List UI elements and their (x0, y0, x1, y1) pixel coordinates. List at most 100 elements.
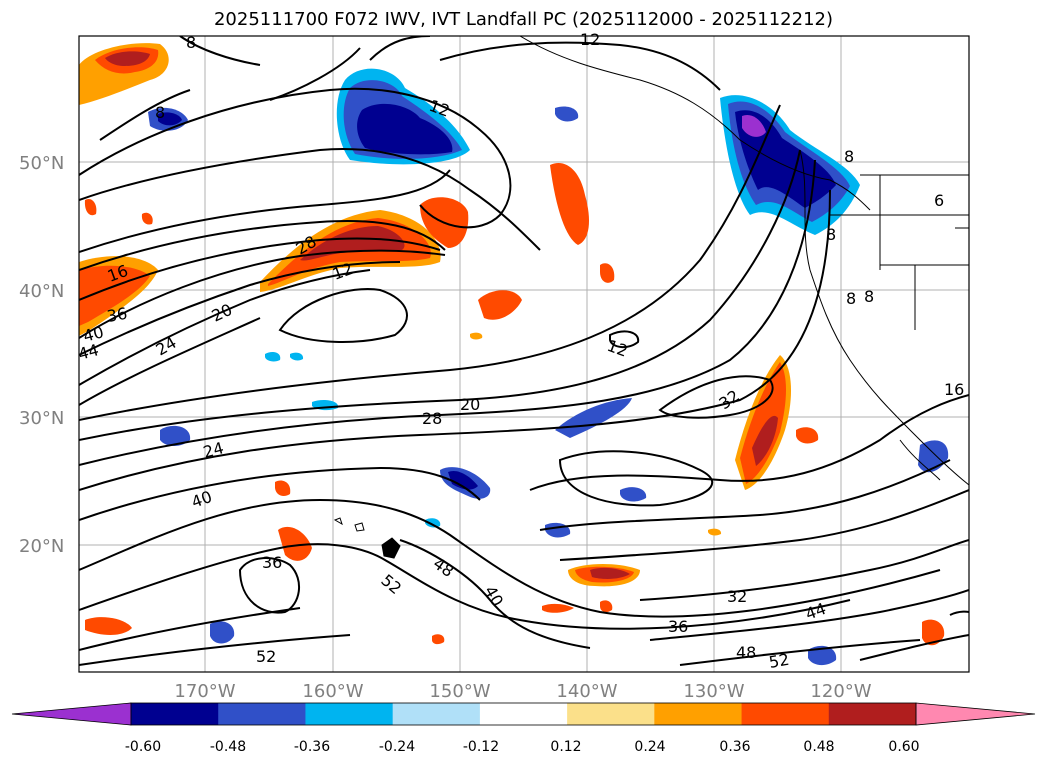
lon-tick-label: 170°W (174, 681, 235, 702)
contour-label: 20 (460, 395, 480, 414)
positive-blob-small-1 (600, 263, 615, 283)
coastline-baja (899, 439, 941, 481)
negative-blob-central-small-1 (620, 487, 647, 502)
contour-line (79, 249, 446, 339)
hawaii-big-island (381, 537, 401, 559)
contour-line (658, 375, 774, 419)
colorbar-tick-label: -0.60 (125, 739, 161, 755)
contour-label: 24 (201, 438, 226, 462)
negative-anomaly-fills (148, 68, 949, 666)
colorbar-segment (218, 703, 306, 725)
colorbar-segment (392, 703, 481, 725)
colorbar-segment (741, 703, 830, 725)
positive-blob-east-north (550, 163, 590, 245)
contour-label: 44 (76, 340, 101, 364)
lat-tick-label: 40°N (19, 281, 64, 302)
lon-tick-label: 140°W (556, 681, 617, 702)
plot-area (79, 36, 969, 672)
contour-label: 36 (262, 553, 282, 572)
positive-blob-mid (478, 290, 522, 320)
positive-blob-california-offshore-core (740, 362, 786, 484)
contour-line (99, 89, 191, 141)
contour-line (79, 104, 781, 421)
contour-line (559, 489, 969, 561)
contour-line (79, 169, 451, 253)
colorbar-tick-label: 0.36 (719, 739, 750, 755)
contour-line (79, 498, 941, 618)
positive-blob-far-sw (85, 617, 132, 635)
contour-line (79, 148, 541, 251)
contour-label: 36 (668, 617, 688, 636)
contour-line (79, 466, 481, 521)
contour-line (79, 237, 441, 301)
positive-blob-small-4 (600, 600, 613, 613)
contour-label: 12 (580, 30, 600, 49)
lat-tick-label: 50°N (19, 153, 64, 174)
positive-band-central-deep (300, 226, 405, 261)
colorbar-tick-label: 0.60 (888, 739, 919, 755)
negative-blob-light-4 (425, 518, 441, 528)
colorbar (11, 702, 1036, 726)
positive-blob-small-9 (84, 198, 97, 216)
positive-blob-hawaii-west (278, 526, 312, 561)
colorbar-segment (131, 703, 219, 725)
contour-label: 8 (844, 147, 854, 166)
colorbar-tick-label: 0.12 (550, 739, 581, 755)
negative-blob-hawaii-north-core (448, 470, 478, 490)
contour-label: 8 (155, 103, 165, 122)
contour-line (269, 47, 361, 101)
colorbar-tick-label: -0.12 (463, 739, 499, 755)
colorbar-tick-label: 0.24 (634, 739, 665, 755)
positive-blob-tropical-center-deep (590, 567, 630, 579)
map-title: 2025111700 F072 IWV, IVT Landfall PC (20… (213, 9, 834, 30)
colorbar-segment (305, 703, 394, 725)
negative-blob-southeast (808, 645, 837, 666)
contour-label: 36 (105, 304, 128, 326)
negative-blob-light-3 (290, 352, 304, 361)
coastline-alaska (519, 36, 871, 211)
contour-line (609, 330, 640, 348)
colorbar-segment (567, 703, 655, 725)
contour-line (179, 36, 261, 66)
negative-blob-gulf-alaska-deep (357, 103, 453, 155)
contour-line (79, 87, 512, 229)
contour-line (399, 539, 591, 649)
contour-line (238, 557, 300, 614)
lat-tick-label: 20°N (19, 536, 64, 557)
contour-label: 6 (934, 191, 944, 210)
contour-line (278, 288, 408, 343)
contour-line (639, 539, 969, 601)
contour-label: 40 (81, 322, 106, 346)
negative-blob-dateline-south (160, 425, 191, 446)
positive-blob-california-offshore-deep (752, 415, 778, 466)
negative-blob-subtropical-band (555, 398, 632, 438)
contour-line (79, 159, 816, 466)
colorbar-tick-labels: -0.60 -0.48 -0.36 -0.24 -0.12 0.12 0.24 … (125, 739, 920, 755)
negative-blob-west-small (210, 621, 235, 644)
colorbar-segment (479, 703, 568, 725)
contour-line (79, 634, 351, 666)
coastline-bc-washington (799, 149, 969, 486)
hawaii-maui (354, 522, 365, 532)
contour-label: 52 (767, 650, 790, 672)
negative-blob-light-2 (265, 352, 281, 362)
contour-line (79, 261, 401, 356)
positive-blob-small-7 (432, 634, 445, 645)
plot-frame (78, 35, 970, 673)
contour-label: 8 (186, 33, 196, 52)
contour-label: 48 (736, 643, 756, 662)
negative-blob-bc-coast-purple (742, 114, 766, 137)
positive-blob-small-2 (275, 480, 291, 496)
contour-line (558, 450, 714, 507)
longitude-axis: 170°W 160°W 150°W 140°W 130°W 120°W (174, 681, 871, 702)
positive-blob-small-5 (470, 332, 483, 340)
colorbar-tick-label: -0.24 (379, 739, 415, 755)
positive-blob-small-10 (141, 212, 153, 225)
contour-line (649, 589, 969, 641)
contour-label: 8 (864, 287, 874, 306)
positive-blob-se-coast (922, 619, 945, 646)
lon-tick-label: 120°W (810, 681, 871, 702)
contour-label: 16 (944, 380, 964, 399)
lat-tick-label: 30°N (19, 408, 64, 429)
